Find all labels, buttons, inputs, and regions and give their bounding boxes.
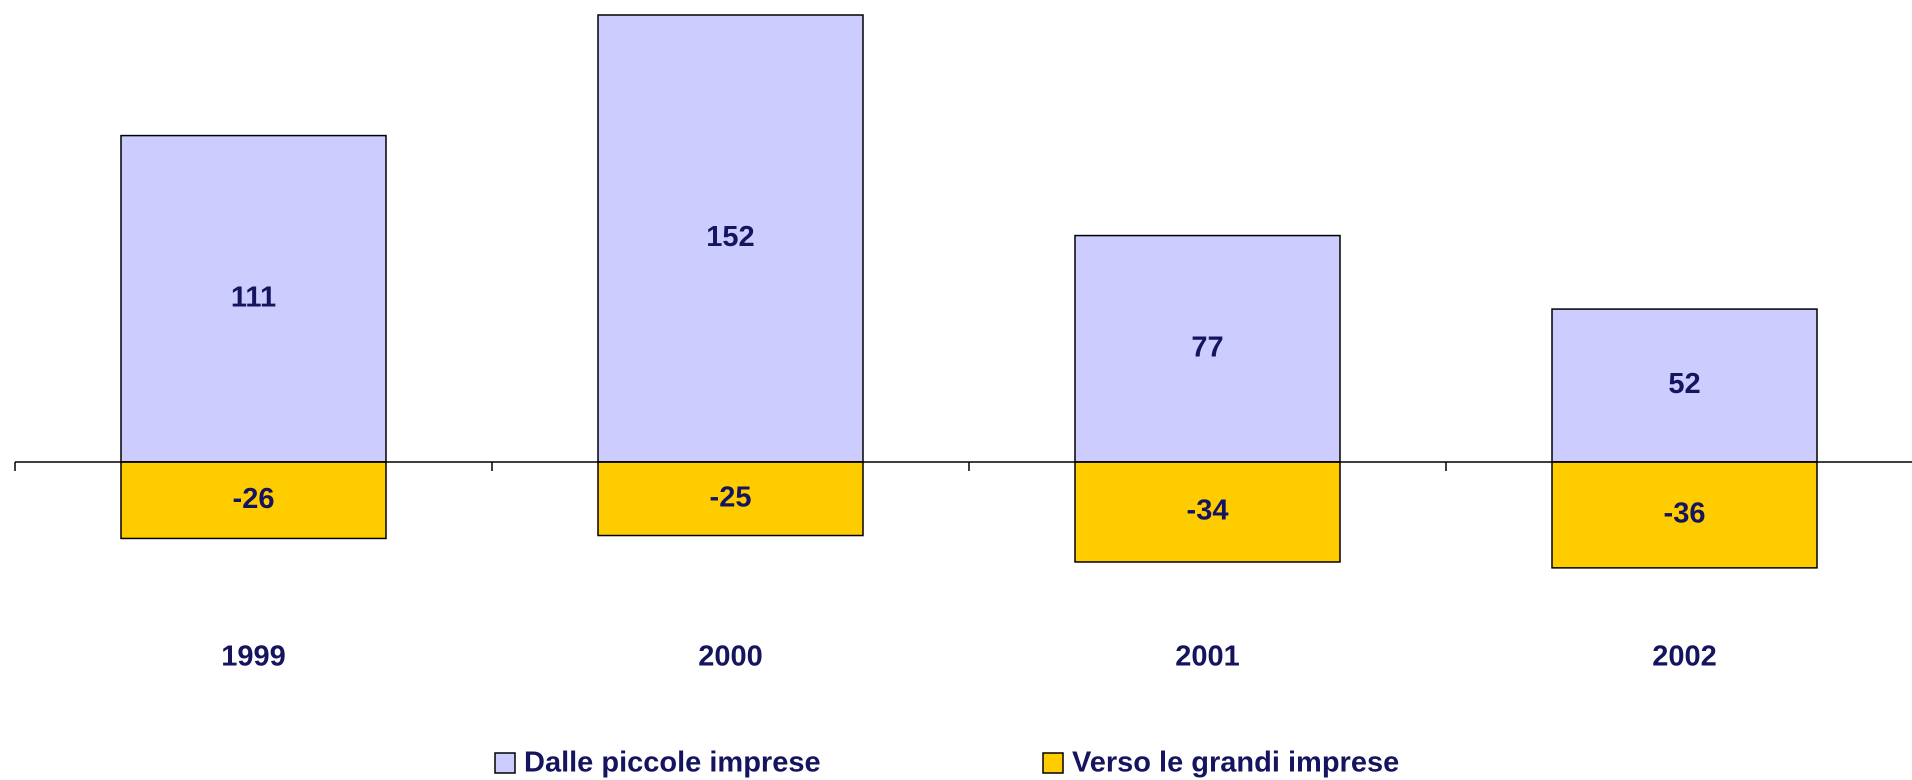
legend-label: Verso le grandi imprese	[1072, 747, 1399, 779]
bar	[120, 134, 387, 463]
value-label: 77	[1191, 331, 1223, 363]
legend-swatch	[494, 752, 516, 774]
bar	[1551, 461, 1818, 569]
bar	[1074, 234, 1341, 463]
value-label: -26	[233, 483, 275, 515]
value-label: 152	[706, 221, 754, 253]
bar	[597, 461, 864, 537]
x-tick-label: 2002	[1652, 641, 1717, 673]
legend-swatch	[1042, 752, 1064, 774]
x-tick-label: 2001	[1175, 641, 1240, 673]
value-label: 111	[231, 281, 276, 313]
value-label: -25	[710, 481, 752, 513]
x-tick-label: 2000	[698, 641, 763, 673]
value-label: -34	[1187, 495, 1229, 527]
value-label: -36	[1664, 498, 1706, 530]
value-label: 52	[1668, 368, 1700, 400]
bar	[120, 461, 387, 540]
x-tick-label: 1999	[221, 641, 286, 673]
legend-label: Dalle piccole imprese	[524, 747, 821, 779]
bar	[597, 14, 864, 463]
bar	[1074, 461, 1341, 563]
